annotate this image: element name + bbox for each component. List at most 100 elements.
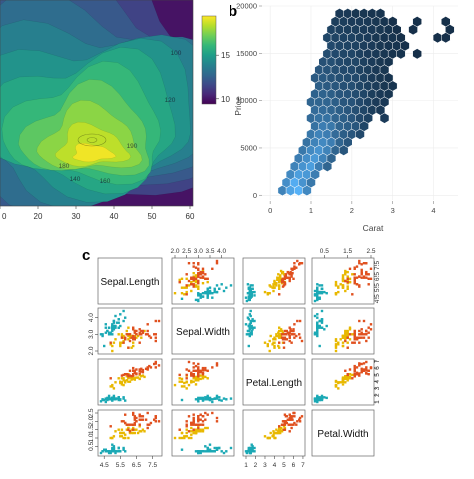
matrix-point: [273, 341, 276, 344]
matrix-bottom-tick-label: 7.5: [148, 462, 157, 469]
matrix-point: [190, 381, 193, 384]
matrix-left-tick-label: 1.0: [88, 433, 95, 442]
matrix-point: [283, 329, 287, 333]
matrix-point: [248, 294, 251, 297]
matrix-point: [180, 277, 184, 280]
matrix-point: [279, 328, 283, 331]
matrix-point: [316, 323, 319, 326]
matrix-right-tick-label: 7: [374, 359, 381, 363]
matrix-point: [104, 398, 107, 401]
matrix-variable-label: Petal.Length: [246, 378, 302, 389]
matrix-point: [132, 423, 135, 426]
matrix-point: [204, 292, 207, 295]
matrix-point: [360, 336, 363, 339]
matrix-point: [107, 326, 111, 329]
matrix-point: [199, 423, 202, 426]
matrix-point: [358, 259, 361, 263]
matrix-point: [250, 292, 253, 295]
matrix-point: [128, 376, 132, 379]
matrix-point: [222, 289, 226, 293]
matrix-point: [125, 423, 128, 426]
matrix-point: [320, 287, 324, 290]
matrix-point: [298, 416, 302, 420]
matrix-point: [250, 331, 253, 334]
matrix-point: [130, 377, 133, 380]
matrix-point: [107, 451, 111, 455]
matrix-point: [229, 284, 233, 287]
panel-letter-c: c: [82, 247, 90, 264]
matrix-point: [276, 278, 279, 282]
matrix-point: [192, 413, 195, 416]
matrix-point: [141, 374, 145, 377]
matrix-point: [201, 295, 205, 298]
matrix-point: [201, 367, 205, 370]
matrix-point: [103, 448, 106, 451]
matrix-point: [293, 415, 296, 418]
matrix-point: [197, 370, 200, 373]
hexbin-cell: [334, 8, 345, 20]
matrix-point: [215, 416, 219, 420]
matrix-point: [316, 329, 319, 333]
matrix-point: [247, 333, 250, 336]
matrix-point: [114, 430, 117, 433]
matrix-point: [133, 416, 136, 420]
matrix-point: [320, 321, 324, 324]
matrix-point: [132, 426, 135, 430]
matrix-point: [185, 373, 188, 377]
matrix-point: [138, 418, 141, 421]
matrix-point: [281, 420, 285, 423]
matrix-point: [225, 398, 228, 401]
matrix-point: [272, 338, 275, 341]
matrix-point: [124, 421, 127, 425]
matrix-point: [154, 319, 157, 323]
matrix-point: [360, 276, 363, 279]
matrix-point: [112, 394, 116, 398]
matrix-point: [351, 377, 354, 380]
hexbin-cell: [326, 152, 337, 164]
matrix-point: [122, 336, 125, 339]
matrix-point: [192, 272, 195, 275]
matrix-point: [266, 344, 269, 348]
matrix-point: [271, 286, 274, 289]
matrix-point: [135, 372, 138, 375]
matrix-point: [360, 263, 363, 266]
matrix-point: [273, 346, 276, 349]
contour-chart: 100 120 180 190 140 160 0 20 30 40 50 60 100 150: [0, 0, 235, 221]
matrix-point: [278, 346, 281, 349]
matrix-point: [143, 329, 146, 333]
matrix-point: [107, 394, 111, 398]
matrix-point: [117, 450, 120, 453]
contour-x-tick-label: 30: [72, 212, 81, 221]
matrix-point: [124, 413, 127, 416]
matrix-point: [290, 267, 293, 270]
matrix-point: [351, 341, 354, 344]
matrix-point: [128, 380, 132, 383]
matrix-point: [318, 396, 321, 399]
matrix-point: [117, 396, 120, 399]
matrix-point: [289, 270, 292, 274]
matrix-point: [288, 334, 291, 338]
matrix-point: [117, 428, 120, 431]
matrix-point: [313, 397, 317, 400]
matrix-point: [247, 286, 250, 289]
matrix-point: [187, 360, 191, 364]
matrix-point: [122, 448, 125, 451]
matrix-point: [300, 262, 304, 265]
matrix-point: [341, 378, 345, 381]
matrix-point: [341, 380, 345, 383]
matrix-point: [178, 380, 181, 383]
matrix-point: [249, 326, 252, 329]
matrix-point: [192, 423, 195, 426]
matrix-point: [146, 333, 149, 336]
matrix-point: [276, 334, 279, 338]
matrix-point: [180, 436, 184, 440]
hexbin-cell: [367, 8, 377, 20]
matrix-point: [348, 277, 352, 280]
matrix-point: [192, 421, 195, 425]
matrix-point: [119, 380, 122, 383]
matrix-point: [132, 338, 135, 341]
contour-label: 100: [171, 50, 182, 57]
matrix-point: [215, 290, 219, 294]
matrix-point: [127, 423, 130, 426]
matrix-point: [197, 366, 200, 369]
